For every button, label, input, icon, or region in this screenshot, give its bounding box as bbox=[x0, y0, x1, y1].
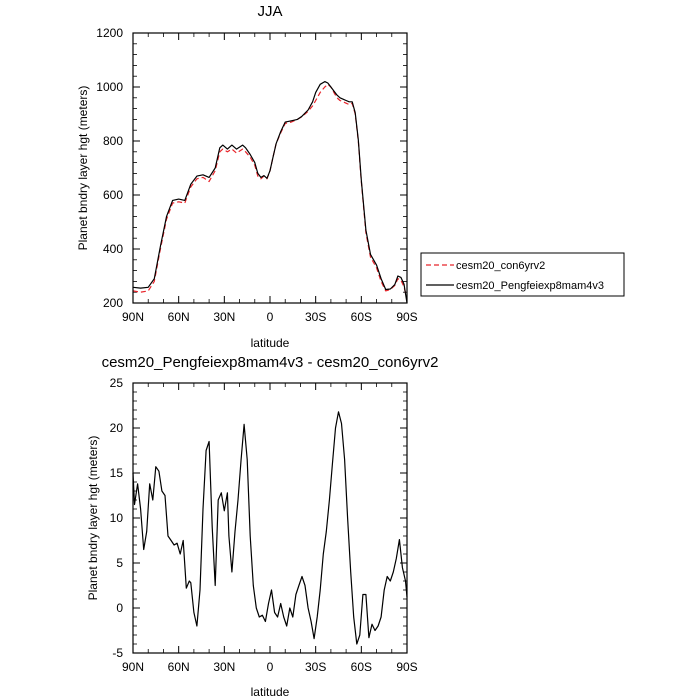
top-x-axis-label: latitude bbox=[251, 336, 290, 350]
top-x-tick-label: 0 bbox=[267, 310, 274, 324]
bottom-x-tick-label: 0 bbox=[267, 660, 274, 674]
bottom-x-tick-label: 30S bbox=[305, 660, 326, 674]
legend-label-series-2: cesm20_Pengfeiexp8mam4v3 bbox=[456, 280, 604, 292]
top-plot-panel: JJA Planet bndry layer hgt (meters) lati… bbox=[76, 3, 418, 350]
legend: cesm20_con6yrv2 cesm20_Pengfeiexp8mam4v3 bbox=[420, 252, 625, 297]
bottom-series-group bbox=[132, 411, 408, 645]
top-y-tick-label: 600 bbox=[103, 188, 123, 202]
top-y-tick-label: 1200 bbox=[96, 26, 123, 40]
top-plot-frame bbox=[132, 32, 408, 304]
top-series-line-2 bbox=[132, 80, 408, 304]
legend-box bbox=[420, 252, 625, 297]
top-y-tick-label: 1000 bbox=[96, 80, 123, 94]
bottom-y-axis-label: Planet bndry layer hgt (meters) bbox=[86, 436, 100, 601]
top-y-tick-label: 800 bbox=[103, 134, 123, 148]
bottom-x-tick-label: 60S bbox=[351, 660, 372, 674]
bottom-x-tick-label: 90S bbox=[396, 660, 417, 674]
bottom-plot-frame bbox=[132, 382, 408, 654]
legend-label-series-1: cesm20_con6yrv2 bbox=[456, 260, 545, 272]
top-x-tick-label: 60S bbox=[351, 310, 372, 324]
bottom-x-tick-label: 60N bbox=[168, 660, 190, 674]
top-axis-ticks: 90N 60N 30N 0 30S 60S 90S 200 400 600 800 1000 1200 bbox=[96, 26, 417, 324]
bottom-y-tick-label: -5 bbox=[112, 646, 123, 660]
bottom-y-tick-label: 20 bbox=[110, 421, 124, 435]
bottom-y-tick-label: 0 bbox=[116, 601, 123, 615]
top-y-axis-label: Planet bndry layer hgt (meters) bbox=[76, 86, 90, 251]
top-x-tick-label: 30S bbox=[305, 310, 326, 324]
bottom-series-line-1 bbox=[132, 411, 408, 645]
bottom-x-tick-label: 30N bbox=[213, 660, 235, 674]
top-x-tick-label: 90S bbox=[396, 310, 417, 324]
bottom-plot-panel: cesm20_Pengfeiexp8mam4v3 - cesm20_con6yr… bbox=[86, 354, 438, 699]
bottom-y-tick-label: 5 bbox=[116, 556, 123, 570]
bottom-axis-ticks: 90N 60N 30N 0 30S 60S 90S -5 0 5 10 15 20 25 bbox=[110, 376, 418, 674]
bottom-y-tick-label: 15 bbox=[110, 466, 124, 480]
bottom-plot-title: cesm20_Pengfeiexp8mam4v3 - cesm20_con6yr… bbox=[102, 354, 439, 371]
bottom-x-tick-label: 90N bbox=[122, 660, 144, 674]
top-y-tick-label: 200 bbox=[103, 296, 123, 310]
bottom-y-tick-label: 25 bbox=[110, 376, 124, 390]
top-plot-title: JJA bbox=[257, 3, 282, 20]
top-x-tick-label: 90N bbox=[122, 310, 144, 324]
top-series-group bbox=[132, 80, 408, 304]
top-series-line-1 bbox=[132, 83, 408, 300]
bottom-y-tick-label: 10 bbox=[110, 511, 124, 525]
top-x-tick-label: 30N bbox=[213, 310, 235, 324]
bottom-x-axis-label: latitude bbox=[251, 685, 290, 699]
top-y-tick-label: 400 bbox=[103, 242, 123, 256]
top-x-tick-label: 60N bbox=[168, 310, 190, 324]
